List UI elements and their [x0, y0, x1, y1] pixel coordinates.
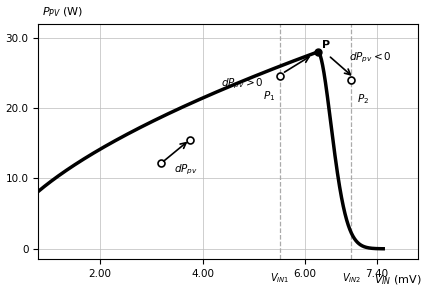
- Text: $dP_{pv} < 0$: $dP_{pv} < 0$: [348, 50, 391, 65]
- Text: $V_{IN1}$: $V_{IN1}$: [269, 271, 288, 285]
- Text: $P_{PV}$ (W): $P_{PV}$ (W): [42, 5, 83, 19]
- Text: $dP_{pv} > 0$: $dP_{pv} > 0$: [220, 76, 262, 91]
- Text: $P_2$: $P_2$: [356, 93, 368, 106]
- Text: $dP_{pv}$: $dP_{pv}$: [174, 163, 198, 177]
- Text: $V_{IN}$ (mV): $V_{IN}$ (mV): [373, 274, 421, 287]
- Text: $P_1$: $P_1$: [262, 89, 275, 103]
- Text: P: P: [321, 40, 329, 50]
- Text: $V_{IN2}$: $V_{IN2}$: [341, 271, 360, 285]
